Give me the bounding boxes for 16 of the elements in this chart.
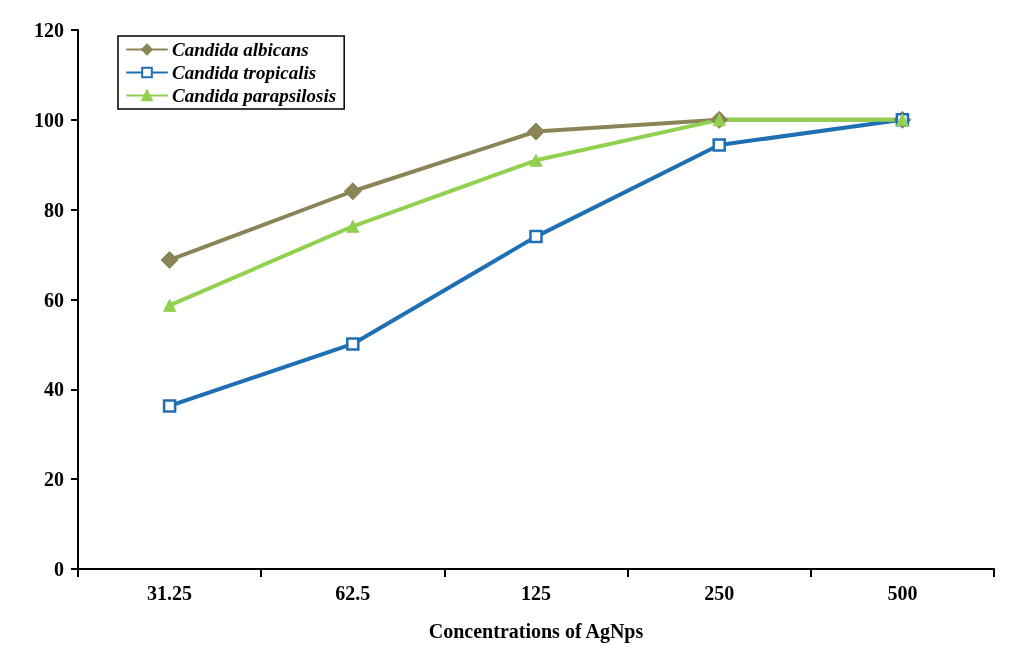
y-tick-label: 0 [54, 558, 64, 580]
x-axis-title: Concentrations of AgNps [428, 620, 644, 643]
legend-label: Candida albicans [172, 39, 309, 60]
legend-label: Candida parapsilosis [172, 85, 337, 106]
x-tick-label: 250 [704, 582, 735, 604]
x-tick-label: 62.5 [335, 582, 371, 604]
y-tick-label: 100 [34, 108, 64, 131]
y-tick-label: 60 [44, 288, 64, 311]
legend-label: Candida tropicalis [172, 62, 317, 83]
y-tick-label: 120 [34, 19, 64, 41]
y-tick-label: 40 [44, 378, 64, 401]
x-tick-label: 500 [887, 582, 918, 604]
x-tick-label: 125 [521, 582, 551, 604]
y-tick-label: 20 [44, 468, 64, 491]
x-tick-label: 31.25 [147, 582, 193, 604]
y-tick-label: 80 [44, 198, 64, 221]
